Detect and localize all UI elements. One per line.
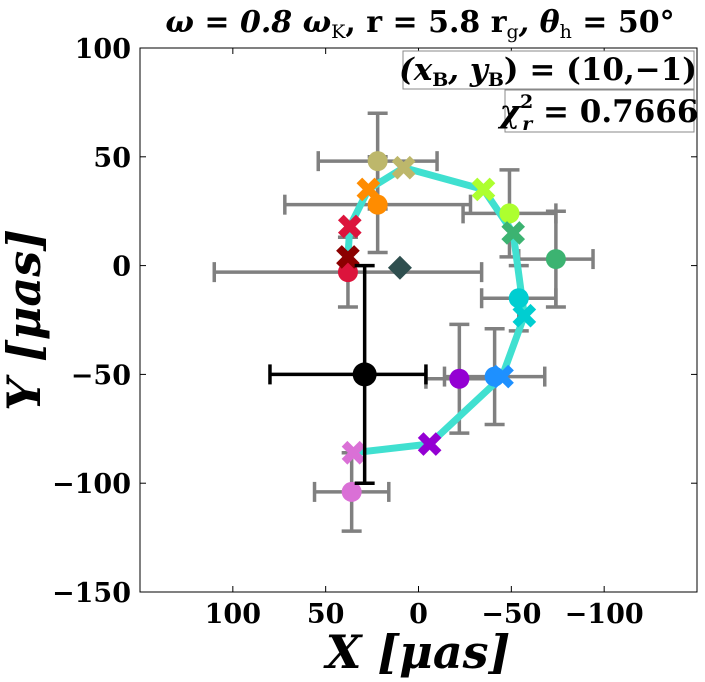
- model-cross: [337, 214, 362, 239]
- chart-title: ω = 0.8 ωK, r = 5.8 rg, θh = 50°: [165, 5, 674, 43]
- model-crosses: [336, 155, 537, 465]
- model-cross: [501, 221, 526, 245]
- y-tick-label: 100: [75, 34, 131, 65]
- x-tick-label: 0: [409, 599, 428, 630]
- model-cross: [356, 177, 381, 202]
- offset-label: (xB, yB) = (10,−1): [399, 52, 697, 91]
- observation-point: [508, 288, 529, 309]
- observation-point: [499, 203, 520, 224]
- observation-point: [367, 151, 388, 172]
- y-tick-label: −100: [52, 469, 131, 500]
- reference-markers: [268, 255, 428, 485]
- model-cross: [490, 364, 514, 389]
- black-hole-diamond: [387, 255, 412, 280]
- x-axis-label: X [μas]: [323, 625, 511, 679]
- x-tick-label: 50: [307, 599, 345, 630]
- chi-box: [504, 89, 695, 133]
- y-axis-label: Y [μas]: [0, 229, 51, 411]
- plot-area: [139, 47, 698, 593]
- axis-ticks: 100 50 0 −50 −100 100 50 0 −50 −100 −150: [52, 34, 697, 630]
- observation-point: [545, 249, 566, 270]
- y-tick-label: −50: [71, 360, 131, 391]
- offset-box: [402, 50, 695, 90]
- y-tick-label: −150: [52, 578, 131, 609]
- x-tick-label: −100: [565, 599, 644, 630]
- chi-square-label: χ2 r = 0.7666: [498, 91, 699, 135]
- observation-point: [341, 481, 362, 502]
- y-tick-label: 0: [112, 252, 131, 283]
- x-tick-label: −50: [481, 599, 541, 630]
- x-tick-label: 100: [205, 599, 261, 630]
- model-cross: [391, 155, 416, 180]
- observation-point: [367, 194, 388, 215]
- model-cross: [471, 177, 496, 202]
- observation-point: [449, 368, 470, 389]
- model-track: [344, 164, 528, 457]
- model-cross: [336, 245, 360, 269]
- model-cross: [417, 432, 442, 456]
- centroid-point: [352, 362, 377, 387]
- model-cross: [512, 303, 537, 328]
- model-track-line: [344, 164, 528, 457]
- y-tick-label: 50: [93, 143, 131, 174]
- model-cross: [341, 440, 366, 465]
